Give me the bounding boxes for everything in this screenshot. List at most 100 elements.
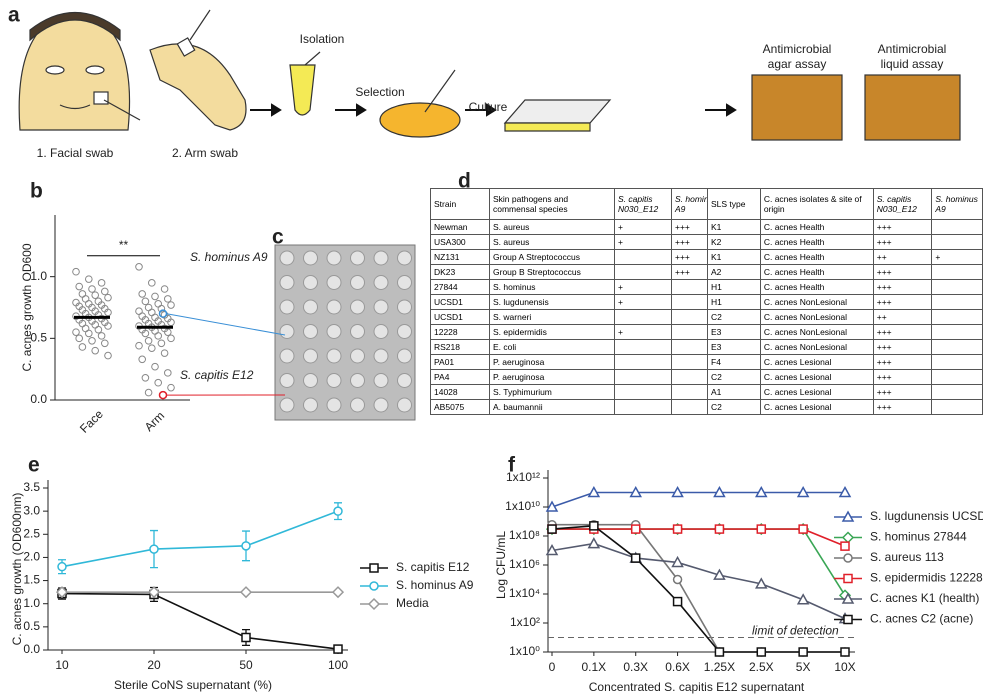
x-tick-label: 0.1X [582, 660, 607, 674]
table-cell [614, 249, 672, 265]
table-cell: C. acnes NonLesional [759, 339, 874, 355]
data-marker [241, 632, 251, 643]
data-marker [755, 577, 768, 589]
x-tick-label: 50 [239, 658, 253, 672]
series-line [551, 491, 845, 508]
table-cell: +++ [872, 279, 933, 295]
plate-spot [326, 299, 342, 315]
plate-spot [397, 373, 412, 388]
plate-spot [303, 299, 318, 315]
table-cell: +++ [872, 324, 933, 340]
y-tick-label: 0.5 [23, 619, 40, 633]
data-point [94, 325, 103, 334]
data-point [135, 263, 143, 271]
x-tick-label: 10 [55, 658, 69, 672]
y-axis-label: Log CFU/mL [494, 531, 508, 599]
table-cell: S. epidermidis [489, 324, 615, 340]
table-cell: 14028 [430, 384, 490, 400]
data-point [167, 318, 175, 327]
plate-spot [373, 299, 389, 315]
data-point [144, 388, 153, 397]
table-cell: UCSD1 [430, 294, 490, 310]
legend-label: S. aureus 113 [870, 550, 944, 564]
data-point [85, 275, 93, 283]
series-line [551, 525, 845, 653]
plate-spot [326, 324, 342, 339]
data-point [164, 369, 172, 377]
plate-spot [350, 373, 365, 388]
table-cell: ++ [872, 309, 933, 325]
table-cell: +++ [872, 339, 933, 355]
panel-letter: e [28, 454, 40, 477]
data-point [135, 341, 143, 350]
table-cell: C2 [707, 309, 761, 325]
table-cell [931, 369, 983, 385]
plate-spot [279, 348, 295, 364]
plate-spot [279, 275, 295, 290]
legend-label: S. hominus A9 [396, 578, 474, 592]
plate-spot [373, 373, 389, 388]
table-cell: C. acnes Lesional [759, 369, 874, 385]
table-cell [931, 384, 983, 400]
table-cell: A. baumannii [489, 399, 615, 415]
y-axis-label: C. acnes growth (OD600nm) [10, 493, 24, 646]
plate-spot [279, 324, 295, 339]
table-cell: A1 [707, 384, 761, 400]
legend-label: C. acnes C2 (acne) [870, 612, 973, 626]
data-marker [547, 524, 557, 534]
workflow-label: Selection [355, 85, 404, 99]
table-cell: USA300 [430, 234, 490, 250]
table-cell: C. acnes Health [759, 219, 874, 235]
legend-label: S. epidermidis 12228 [870, 571, 983, 585]
data-marker [369, 563, 379, 573]
data-table: Strain Skin pathogens and commensal speci… [430, 188, 725, 415]
data-marker [671, 485, 684, 498]
data-point [144, 303, 153, 312]
data-marker [672, 524, 683, 534]
data-marker [587, 537, 601, 549]
table-cell: C. acnes Lesional [759, 384, 874, 400]
table-cell: DK23 [430, 264, 490, 280]
data-marker [843, 573, 853, 584]
x-tick-label: 1.25X [704, 660, 735, 674]
data-marker [838, 485, 852, 498]
table-cell: + [614, 234, 672, 250]
highlight-label: S. hominus A9 [190, 250, 268, 264]
table-cell: P. aeruginosa [489, 369, 615, 385]
plate-spot [397, 250, 412, 266]
workflow-illustration [18, 9, 961, 141]
plate-spot [326, 275, 342, 290]
y-tick-label: 0.0 [23, 642, 40, 656]
y-tick-label: 1.0 [23, 596, 40, 610]
table-cell: ++ [872, 249, 933, 265]
limit-label: limit of detection [752, 624, 839, 638]
table-cell: S. Typhimurium [489, 384, 615, 400]
data-point [104, 308, 112, 317]
panel-letter: f [508, 454, 516, 477]
plate-spot [397, 348, 412, 364]
data-marker [796, 593, 810, 605]
x-tick-label: 5X [796, 660, 811, 674]
table-cell: S. warneri [489, 309, 615, 325]
data-marker [367, 597, 381, 611]
data-point [88, 337, 96, 345]
plate-spot [326, 373, 342, 388]
table-header: C. acnes isolates & site of origin [759, 188, 874, 220]
plate-spot [350, 324, 365, 339]
plate-spot [373, 250, 389, 266]
plate-spot [373, 275, 389, 290]
plate-spot [326, 348, 342, 364]
data-marker [755, 485, 768, 498]
plate-spot [397, 397, 412, 413]
data-marker [672, 574, 683, 585]
data-marker [587, 485, 601, 498]
table-cell: H1 [707, 279, 761, 295]
data-marker [545, 543, 559, 556]
data-marker [333, 506, 343, 516]
table-cell: +++ [872, 369, 933, 385]
data-point [157, 304, 166, 313]
table-cell: K1 [707, 249, 761, 265]
table-cell: C. acnes NonLesional [759, 309, 874, 325]
data-point [78, 343, 87, 351]
table-header: SLS type [707, 188, 761, 220]
